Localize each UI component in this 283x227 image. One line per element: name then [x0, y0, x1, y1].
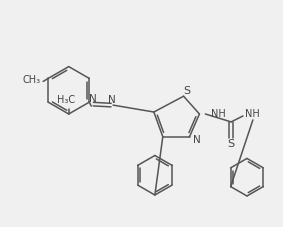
Text: H₃C: H₃C: [57, 95, 75, 105]
Text: N: N: [89, 94, 97, 104]
Text: NH: NH: [245, 109, 260, 119]
Text: N: N: [108, 95, 116, 105]
Text: N: N: [192, 135, 200, 145]
Text: NH: NH: [211, 109, 226, 119]
Text: S: S: [183, 86, 190, 96]
Text: S: S: [228, 139, 235, 149]
Text: CH₃: CH₃: [22, 75, 40, 85]
